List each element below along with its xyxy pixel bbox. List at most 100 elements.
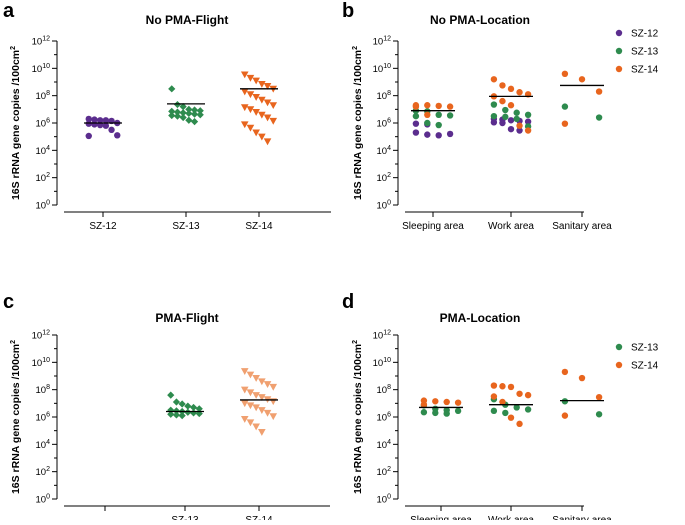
legend-marker — [615, 47, 623, 55]
data-point — [246, 74, 255, 82]
data-point — [502, 113, 509, 121]
data-point — [179, 103, 187, 111]
data-point — [561, 368, 569, 376]
data-point — [490, 407, 498, 415]
data-point — [420, 409, 428, 416]
data-point — [91, 116, 98, 123]
data-point — [595, 393, 603, 401]
data-point — [412, 129, 420, 136]
data-point — [446, 130, 454, 138]
data-point — [258, 111, 266, 119]
data-point — [269, 102, 278, 110]
legend-label: SZ-13 — [631, 343, 659, 354]
y-tick-label: 1010 — [32, 357, 50, 369]
data-point — [502, 106, 509, 114]
data-point — [595, 88, 603, 95]
data-point — [435, 111, 442, 119]
y-tick-label: 102 — [36, 172, 51, 184]
data-point — [178, 400, 186, 408]
series-SZ-13 — [166, 391, 204, 420]
chart-title: No PMA-Flight — [146, 13, 229, 27]
data-point — [412, 120, 420, 127]
data-point — [168, 107, 176, 115]
data-point — [443, 398, 450, 406]
data-point — [114, 132, 121, 139]
x-tick-label: Work area — [488, 515, 534, 520]
data-point — [424, 102, 431, 109]
data-point — [240, 386, 249, 394]
data-point — [507, 125, 515, 133]
data-point — [252, 375, 260, 382]
y-tick-label: 102 — [377, 466, 392, 478]
data-point — [196, 107, 204, 115]
data-point — [454, 399, 462, 406]
legend-label: SZ-14 — [631, 361, 659, 372]
data-point — [258, 428, 266, 436]
legend: SZ-13 SZ-14 — [615, 343, 659, 372]
series-SZ-14 — [420, 368, 603, 428]
x-tick-label: Sanitary area — [552, 515, 612, 520]
data-point — [173, 108, 182, 116]
data-point — [561, 103, 569, 110]
data-point — [102, 122, 110, 129]
data-point — [252, 423, 260, 431]
y-tick-label: 108 — [377, 90, 392, 102]
data-point — [108, 126, 115, 134]
data-point — [252, 93, 260, 101]
data-point — [263, 99, 272, 107]
data-point — [172, 398, 181, 406]
data-point — [561, 120, 569, 127]
data-point — [443, 410, 450, 417]
panel-label: a — [3, 0, 15, 22]
panel-c: c PMA-Flight 16S rRNA gene copies /100cm2 1… — [3, 291, 330, 525]
data-point — [516, 89, 523, 96]
data-point — [189, 409, 198, 417]
data-point — [258, 378, 266, 386]
data-point — [178, 412, 186, 420]
chart-title: PMA-Location — [440, 311, 521, 325]
legend-marker — [615, 343, 623, 351]
x-tick-label: SZ-12 — [89, 221, 117, 232]
data-point — [490, 76, 498, 83]
panel-d: d PMA-Location 16S rRNA gene copies /100cm… — [342, 291, 659, 525]
data-point — [513, 109, 520, 116]
data-point — [490, 382, 498, 389]
y-axis-label: 16S rRNA gene copies /100cm2 — [10, 340, 22, 494]
y-tick-label: 104 — [36, 145, 51, 157]
y-tick-label: 102 — [36, 466, 51, 478]
y-tick-label: 108 — [36, 384, 51, 396]
data-point — [513, 404, 520, 411]
data-point — [252, 392, 260, 399]
data-point — [96, 117, 104, 124]
x-tick-label: SZ-14 — [245, 221, 273, 232]
data-point — [524, 118, 532, 125]
legend-marker — [615, 361, 623, 369]
legend-label: SZ-14 — [631, 65, 659, 76]
data-point — [240, 368, 249, 376]
x-tick-label: Sleeping area — [402, 221, 464, 232]
series-SZ-14 — [240, 368, 278, 436]
data-point — [561, 412, 569, 419]
data-point — [185, 105, 193, 113]
y-tick-label: 104 — [377, 439, 392, 451]
data-point — [240, 88, 249, 96]
data-point — [499, 383, 506, 390]
data-point — [190, 110, 199, 118]
data-point — [263, 83, 272, 90]
y-tick-label: 106 — [36, 118, 51, 130]
data-point — [507, 117, 515, 124]
data-point — [454, 407, 462, 415]
data-point — [561, 70, 569, 78]
data-point — [246, 402, 255, 410]
legend-label: SZ-12 — [631, 29, 659, 40]
data-point — [424, 111, 431, 119]
data-point — [424, 131, 431, 138]
y-tick-label: 1010 — [373, 63, 391, 75]
data-point — [424, 119, 431, 127]
data-point — [102, 117, 110, 124]
data-point — [246, 106, 255, 114]
data-point — [516, 127, 523, 134]
data-point — [240, 121, 249, 129]
data-point — [258, 394, 266, 401]
data-point — [252, 109, 260, 116]
